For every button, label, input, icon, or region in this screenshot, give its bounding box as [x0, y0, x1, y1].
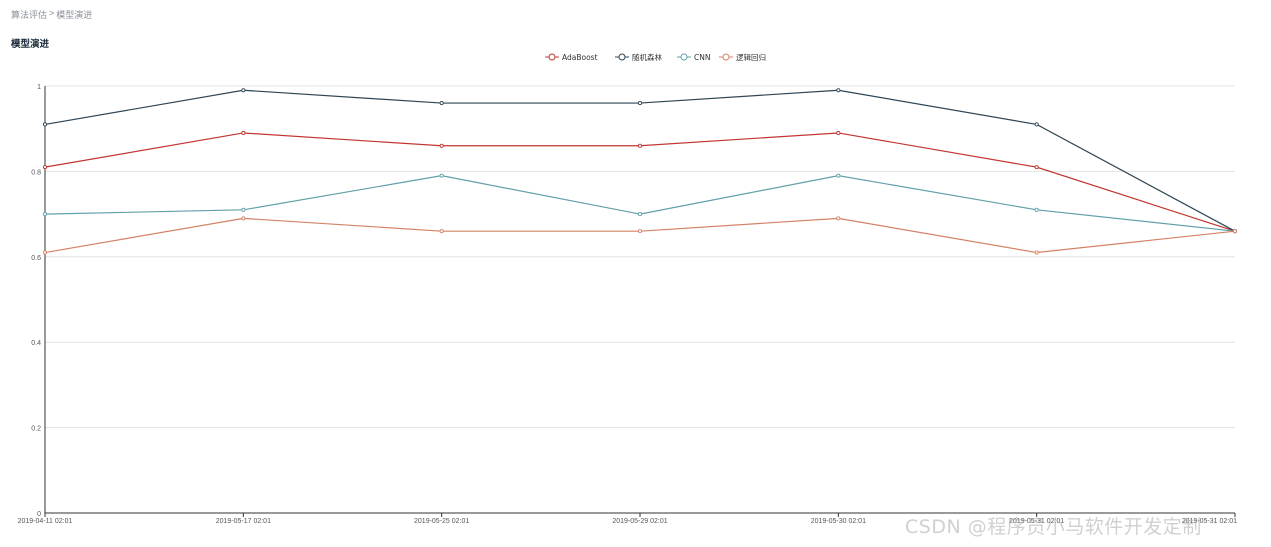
data-point[interactable]	[42, 165, 48, 170]
data-point[interactable]	[1034, 207, 1039, 212]
breadcrumb-item-algorithm-eval[interactable]: 算法评估	[11, 10, 48, 20]
legend-swatch-marker[interactable]	[618, 53, 626, 61]
legend-item-label[interactable]: 随机森林	[632, 52, 662, 62]
series-line-3	[44, 175, 1236, 232]
page-title: 模型演进	[11, 39, 50, 50]
data-point[interactable]	[439, 173, 444, 178]
legend-swatch-marker[interactable]	[680, 53, 688, 61]
y-tick-label: 0.2	[31, 426, 41, 433]
data-point[interactable]	[1232, 229, 1238, 234]
x-tick-label: 2019-04-11 02:01	[18, 518, 73, 525]
breadcrumb-separator: >	[49, 8, 55, 18]
data-point[interactable]	[637, 212, 643, 217]
data-point[interactable]	[241, 216, 246, 221]
data-point[interactable]	[1034, 165, 1039, 170]
x-tick-label: 2019-05-30 02:01	[811, 518, 866, 525]
data-point[interactable]	[241, 207, 246, 212]
breadcrumb-item-model-evolution: 模型演进	[56, 10, 93, 20]
data-point[interactable]	[836, 173, 841, 178]
y-tick-label: 0.8	[31, 169, 41, 176]
y-tick-label: 1	[37, 84, 41, 91]
data-point[interactable]	[42, 212, 48, 217]
legend-swatch-marker[interactable]	[548, 53, 556, 61]
x-tick-label: 2019-05-31 02:01	[1182, 518, 1237, 525]
data-point[interactable]	[637, 143, 643, 148]
y-tick-label: 0	[37, 511, 41, 518]
data-point[interactable]	[439, 229, 444, 234]
data-point[interactable]	[836, 88, 841, 93]
data-point[interactable]	[836, 216, 841, 221]
x-tick-label: 2019-05-29 02:01	[612, 518, 667, 525]
data-point[interactable]	[42, 250, 48, 255]
data-point[interactable]	[241, 130, 246, 136]
x-tick-label: 2019-05-17 02:01	[216, 518, 271, 525]
x-tick-label: 2019-05-31 02:01	[1009, 518, 1064, 525]
data-point[interactable]	[836, 130, 841, 136]
y-tick-label: 0.6	[31, 255, 41, 262]
legend-item-label[interactable]: AdaBoost	[562, 53, 598, 62]
watermark: CSDN @程序员小马软件开发定制	[905, 516, 1202, 538]
data-point[interactable]	[241, 88, 246, 93]
legend-item-label[interactable]: 逻辑回归	[736, 52, 766, 62]
x-tick-label: 2019-05-25 02:01	[414, 518, 469, 525]
legend-item-label[interactable]: CNN	[694, 53, 710, 62]
data-point[interactable]	[439, 143, 444, 148]
series-line-4	[44, 217, 1236, 254]
data-point[interactable]	[1034, 250, 1039, 255]
y-tick-label: 0.4	[31, 340, 41, 347]
data-point[interactable]	[637, 101, 643, 106]
legend-swatch-marker[interactable]	[722, 53, 730, 61]
breadcrumb: 算法评估 > 模型演进	[11, 8, 92, 21]
data-point[interactable]	[637, 229, 643, 234]
data-point[interactable]	[439, 101, 444, 106]
data-point[interactable]	[42, 122, 48, 127]
data-point[interactable]	[1034, 122, 1039, 127]
